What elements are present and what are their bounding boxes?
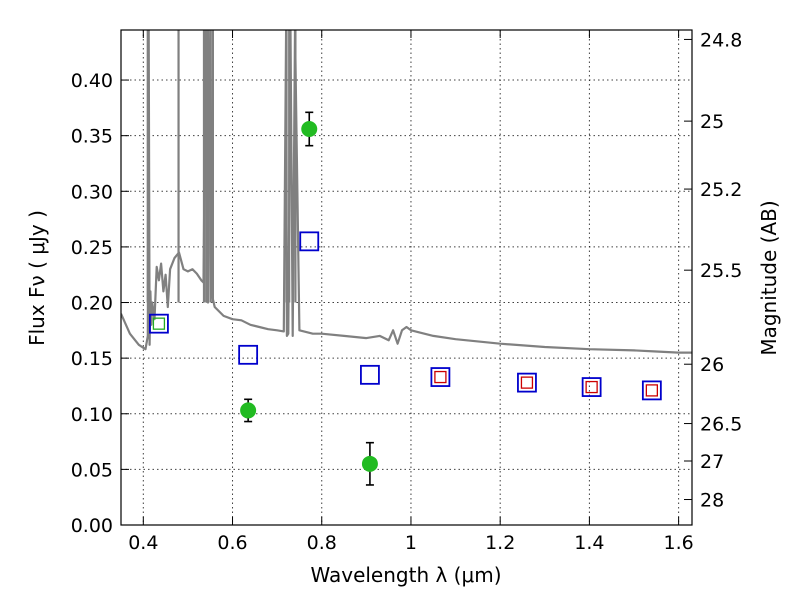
y-axis-label: Flux Fν ( μJy ): [25, 210, 49, 346]
model-photometry-inner-square: [434, 370, 447, 384]
model-photometry-square: [430, 367, 451, 387]
plot-area: [121, 30, 692, 354]
model-photometry-square: [517, 372, 537, 393]
model-photometry-square: [299, 231, 320, 252]
data-layer: [121, 30, 692, 486]
x-tick-label: 1.4: [574, 532, 604, 554]
model-photometry-square: [641, 380, 662, 401]
y-tick-label: 0.25: [71, 237, 113, 259]
y-tick-label: 0.10: [71, 404, 113, 426]
observed-flux-point: [361, 455, 378, 472]
model-photometry-inner-square: [520, 376, 534, 389]
y-tick-label: 0.30: [71, 181, 113, 203]
grid-layer: [121, 30, 692, 526]
x-tick-label: 1.2: [485, 532, 515, 554]
x-tick-label: 1: [405, 532, 417, 554]
y2-tick-label: 25.5: [700, 260, 742, 282]
model-photometry-square: [360, 364, 380, 385]
y-tick-label: 0.15: [71, 348, 113, 370]
model-photometry-inner-square: [645, 384, 659, 397]
y2-axis-label: Magnitude (AB): [757, 200, 781, 355]
y-tick-label: 0.20: [71, 293, 113, 315]
x-tick-label: 0.8: [307, 532, 337, 554]
x-tick-label: 0.6: [217, 532, 247, 554]
model-photometry-square: [238, 344, 259, 365]
x-tick-label: 0.4: [128, 532, 158, 554]
observed-flux-point: [240, 402, 257, 419]
y-tick-label: 0.00: [71, 515, 113, 537]
model-photometry-square: [149, 313, 169, 334]
y-tick-label: 0.40: [71, 70, 113, 92]
model-photometry-inner-square: [585, 380, 598, 394]
tick-layer: 0.4 0.6 0.8 1 1.2 1.4 1.6 0.00 0.05 0.10 0.15 0.20 0…: [71, 29, 743, 554]
model-photometry-inner-square: [152, 317, 166, 330]
y2-tick-label: 25.2: [700, 179, 742, 201]
y2-tick-label: 24.8: [700, 29, 742, 51]
y2-tick-label: 27: [700, 451, 724, 473]
plot-frame: [120, 29, 693, 526]
model-spectrum-line: [121, 30, 692, 354]
y-tick-label: 0.35: [71, 126, 113, 148]
y2-tick-label: 28: [700, 490, 724, 512]
y2-tick-label: 26: [700, 354, 724, 376]
model-photometry-square: [581, 377, 602, 397]
observed-flux-point: [301, 121, 318, 137]
x-tick-label: 1.6: [664, 532, 694, 554]
x-axis-label: Wavelength λ (μm): [310, 563, 501, 587]
y2-tick-label: 26.5: [700, 414, 742, 436]
y2-tick-label: 25: [700, 111, 724, 133]
y-tick-label: 0.05: [71, 459, 113, 481]
